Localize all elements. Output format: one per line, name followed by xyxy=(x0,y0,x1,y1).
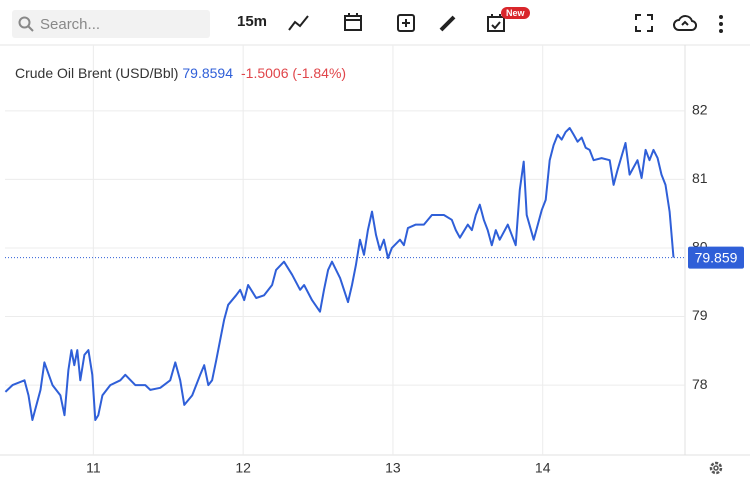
x-tick-label: 14 xyxy=(535,460,551,476)
search-box[interactable]: Search... xyxy=(12,10,210,38)
new-badge: New xyxy=(501,7,530,19)
y-tick-label: 82 xyxy=(692,102,708,118)
export-icon[interactable] xyxy=(673,14,697,32)
legend: Crude Oil Brent (USD/Bbl) 79.8594 -1.5006 … xyxy=(15,65,346,81)
calendar-icon[interactable] xyxy=(343,12,363,32)
x-tick-label: 11 xyxy=(86,460,101,476)
x-tick-label: 12 xyxy=(235,460,251,476)
search-icon xyxy=(18,16,34,32)
instrument-name: Crude Oil Brent (USD/Bbl) xyxy=(15,65,179,81)
last-price-box xyxy=(688,246,744,269)
events-icon[interactable] xyxy=(486,13,506,33)
last-price-label: 79.859 xyxy=(695,249,738,265)
last-price: 79.8594 xyxy=(182,65,233,81)
draw-icon[interactable] xyxy=(438,13,458,33)
add-icon[interactable] xyxy=(396,13,416,33)
price-change: -1.5006 (-1.84%) xyxy=(241,65,347,81)
y-tick-label: 81 xyxy=(692,170,708,186)
y-tick-label: 79 xyxy=(692,307,708,323)
price-line-series xyxy=(4,127,675,421)
more-icon[interactable] xyxy=(717,14,725,34)
chart-type-icon[interactable] xyxy=(288,14,310,32)
plot: 79.859 xyxy=(4,127,744,421)
search-placeholder: Search... xyxy=(40,16,101,33)
toolbar: Search... 15m New xyxy=(0,0,750,45)
settings-icon[interactable] xyxy=(709,461,723,475)
y-tick-label: 78 xyxy=(692,376,708,392)
x-tick-label: 13 xyxy=(385,460,401,476)
interval-button[interactable]: 15m xyxy=(237,13,268,30)
grid: 787980818211121314 xyxy=(0,45,750,476)
fullscreen-icon[interactable] xyxy=(635,14,653,32)
